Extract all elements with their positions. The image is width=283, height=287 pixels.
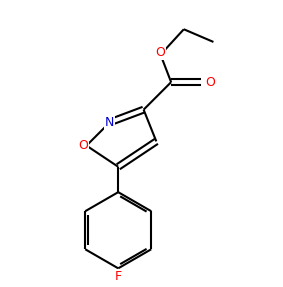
Text: O: O <box>156 46 166 59</box>
Text: O: O <box>78 139 88 152</box>
Text: N: N <box>105 116 114 129</box>
Text: O: O <box>205 76 215 89</box>
Text: F: F <box>115 270 122 283</box>
